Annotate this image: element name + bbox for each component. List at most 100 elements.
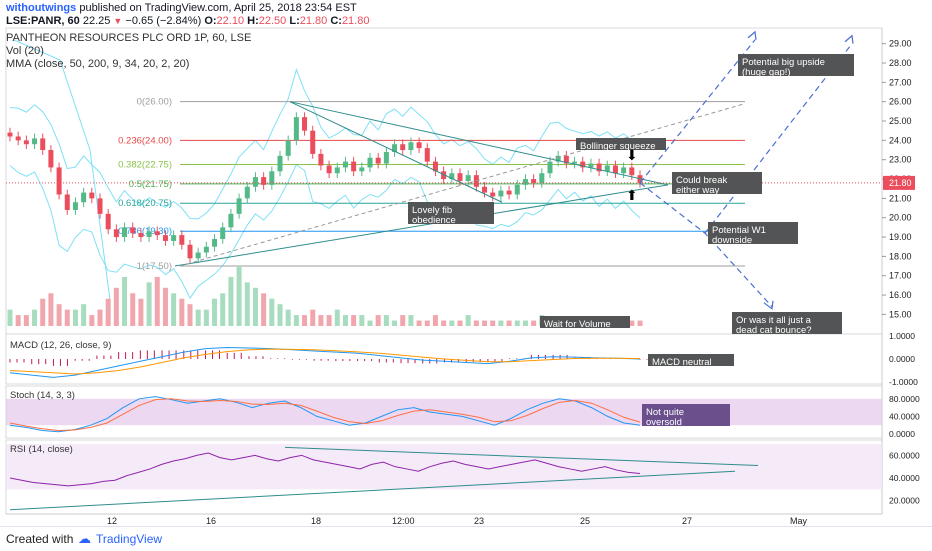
- price-axis[interactable]: [882, 28, 932, 514]
- down-arrow-icon: ⬇: [626, 147, 638, 163]
- author-link[interactable]: withoutwings: [6, 2, 77, 14]
- candle-body: [572, 161, 578, 164]
- volume-bar: [122, 276, 128, 326]
- open-value: 22.10: [216, 15, 245, 27]
- volume-bar: [203, 309, 209, 326]
- candle-body: [383, 151, 389, 164]
- volume-bar: [514, 320, 520, 326]
- volume-bar: [375, 315, 381, 326]
- candle-body: [162, 235, 168, 241]
- price-tick-label: 18.00: [889, 251, 912, 261]
- candle-body: [64, 194, 70, 210]
- close-value: 21.80: [341, 15, 370, 27]
- publish-line: withoutwings published on TradingView.co…: [6, 2, 357, 14]
- candle-body: [351, 161, 357, 172]
- volume-bar: [89, 315, 95, 326]
- symbol[interactable]: LSE:PANR, 60: [6, 15, 80, 27]
- volume-bar: [236, 266, 242, 326]
- open-label: O:: [204, 15, 217, 27]
- projection-up-1: [639, 39, 756, 184]
- candle-body: [326, 165, 332, 174]
- annotation-dead-cat-box: [732, 312, 842, 334]
- price-tick-label: 19.00: [889, 232, 912, 242]
- volume-bar: [416, 320, 422, 326]
- candle-body: [236, 198, 242, 214]
- volume-bar: [449, 320, 455, 326]
- candle-body: [498, 190, 504, 197]
- volume-bar: [97, 309, 103, 326]
- rsi-legend: RSI (14, close): [10, 444, 73, 455]
- candle-body: [621, 167, 627, 174]
- volume-bar: [212, 298, 218, 326]
- volume-bar: [130, 293, 136, 326]
- candle-body: [318, 153, 324, 166]
- time-tick-label: 23: [474, 516, 484, 526]
- macd-line: [9, 346, 641, 378]
- volume-bar: [269, 298, 275, 326]
- volume-bar: [56, 304, 62, 326]
- fib-level-label: 0.5(21.75): [129, 179, 172, 190]
- volume-bar: [432, 315, 438, 326]
- candle-body: [367, 157, 373, 168]
- annotation-could-break-text: either way: [676, 185, 720, 196]
- volume-bar: [465, 315, 471, 326]
- candle-body: [293, 117, 299, 141]
- volume-bar: [179, 298, 185, 326]
- candle-body: [252, 177, 258, 187]
- annotation-bollinger-squeeze-text: Bollinger squeeze: [580, 141, 656, 152]
- volume-bar: [105, 298, 111, 326]
- arrow-head-icon: [844, 34, 854, 44]
- tradingview-brand[interactable]: TradingView: [96, 532, 163, 546]
- time-tick-label: May: [790, 516, 808, 526]
- volume-bar: [629, 320, 635, 326]
- candle-body: [441, 171, 447, 180]
- annotation-w1-downside-text: Potential W1: [712, 225, 766, 236]
- low-label: L:: [289, 15, 300, 27]
- candle-body: [375, 157, 381, 164]
- volume-bar: [490, 320, 496, 326]
- volume-bar: [506, 320, 512, 326]
- volume-bar: [171, 293, 177, 326]
- candle-body: [539, 173, 545, 183]
- volume-bar: [72, 309, 78, 326]
- volume-bar: [146, 282, 152, 326]
- stoch-line: [9, 396, 641, 433]
- last-price-tag: [883, 175, 915, 190]
- volume-bar: [441, 320, 447, 326]
- volume-bar: [113, 287, 119, 326]
- volume-bar: [154, 276, 160, 326]
- annotation-not-oversold-text: Not quite: [646, 407, 684, 418]
- annotation-w1-downside-text: downside: [712, 235, 752, 246]
- rsi-trend-lower: [9, 470, 736, 511]
- annotation-fib-obedience-box: [408, 202, 494, 224]
- publish-info: published on TradingView.com, April 25, …: [79, 2, 357, 14]
- annotation-wait-volume-text: Wait for Volume: [544, 319, 611, 330]
- volume-bar: [252, 287, 258, 326]
- volume-bar: [7, 309, 13, 326]
- macd-tick-label: 1.0000: [889, 331, 915, 341]
- trendline-inner: [289, 101, 503, 203]
- price-tick-label: 20.00: [889, 213, 912, 223]
- price-tick-label: 26.00: [889, 97, 912, 107]
- down-arrow-icon: ▼: [113, 16, 123, 26]
- footer: Created with ☁ TradingView: [0, 526, 932, 551]
- arrow-head-icon: [763, 300, 774, 310]
- low-value: 21.80: [299, 15, 328, 27]
- candle-body: [220, 227, 226, 239]
- annotation-big-upside-text: Potential big upside: [742, 57, 825, 68]
- candle-body: [302, 117, 308, 131]
- macd-line: [9, 348, 641, 375]
- price-tick-label: 27.00: [889, 77, 912, 87]
- candle-body: [130, 227, 136, 234]
- candle-body: [179, 235, 185, 245]
- symbol-line: LSE:PANR, 60 22.25 ▼ −0.65 (−2.84%) O:22…: [6, 15, 369, 27]
- close-label: C:: [330, 15, 342, 27]
- candle-body: [596, 163, 602, 172]
- volume-bar: [424, 320, 430, 326]
- volume-bar: [220, 293, 226, 326]
- volume-bar: [138, 298, 144, 326]
- volume-bar: [400, 315, 406, 326]
- candle-body: [277, 155, 283, 172]
- candle-body: [563, 155, 569, 164]
